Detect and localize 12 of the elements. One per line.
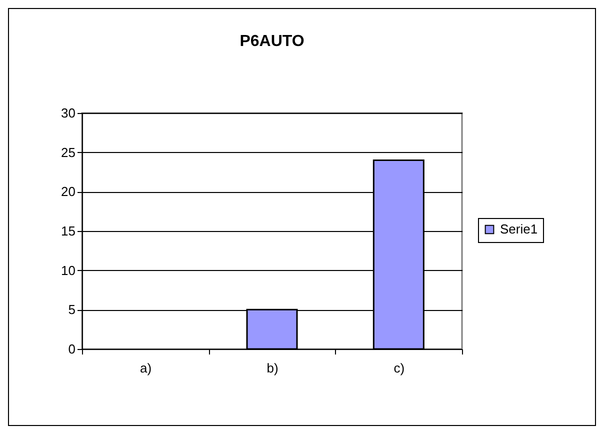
y-tick-label: 15 (61, 224, 76, 238)
chart-title: P6AUTO (240, 33, 304, 50)
y-tick-label: 25 (61, 144, 76, 160)
x-tick-label: b) (266, 360, 278, 376)
y-tick-label: 5 (68, 302, 76, 318)
y-tick-label: 0 (68, 342, 76, 356)
legend-label: Serie1 (500, 222, 538, 236)
y-tick-label: 20 (61, 184, 76, 200)
y-tick-label: 30 (61, 106, 76, 120)
x-tick-label: a) (140, 360, 152, 376)
x-tick-label: c) (394, 360, 405, 376)
y-tick-label: 10 (61, 262, 76, 278)
